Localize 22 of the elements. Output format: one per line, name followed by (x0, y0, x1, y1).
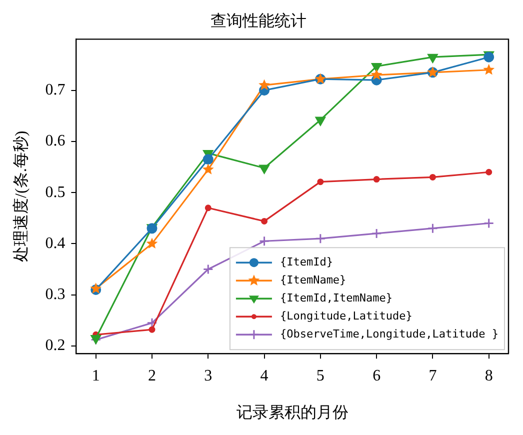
x-tick-label: 8 (484, 367, 493, 384)
legend-label: {ObserveTime,Longitude,Latitude } (280, 327, 498, 340)
legend-label: {ItemName} (280, 273, 346, 286)
legend-label: {ItemId} (280, 255, 333, 268)
y-tick-label: 0.2 (45, 337, 66, 354)
chart-title: 查询性能统计 (210, 12, 306, 30)
x-tick-label: 7 (428, 367, 437, 384)
y-tick-label: 0.3 (45, 286, 66, 304)
x-tick-label: 6 (372, 367, 381, 384)
y-tick-label: 0.6 (45, 132, 66, 150)
legend-label: {ItemId,ItemName} (280, 291, 393, 304)
x-tick-label: 4 (260, 367, 268, 384)
x-tick-label: 1 (92, 367, 100, 384)
y-tick-label: 0.5 (45, 184, 66, 201)
x-tick-label: 2 (148, 367, 156, 384)
y-tick-label: 0.4 (45, 234, 66, 252)
x-tick-label: 3 (204, 367, 212, 384)
x-tick-label: 5 (316, 367, 324, 384)
y-tick-label: 0.7 (45, 82, 66, 99)
y-axis-title: 处理速度/(条.每秒) (12, 130, 30, 262)
legend-label: {Longitude,Latitude} (280, 309, 412, 322)
x-axis-title: 记录累积的月份 (236, 404, 348, 422)
